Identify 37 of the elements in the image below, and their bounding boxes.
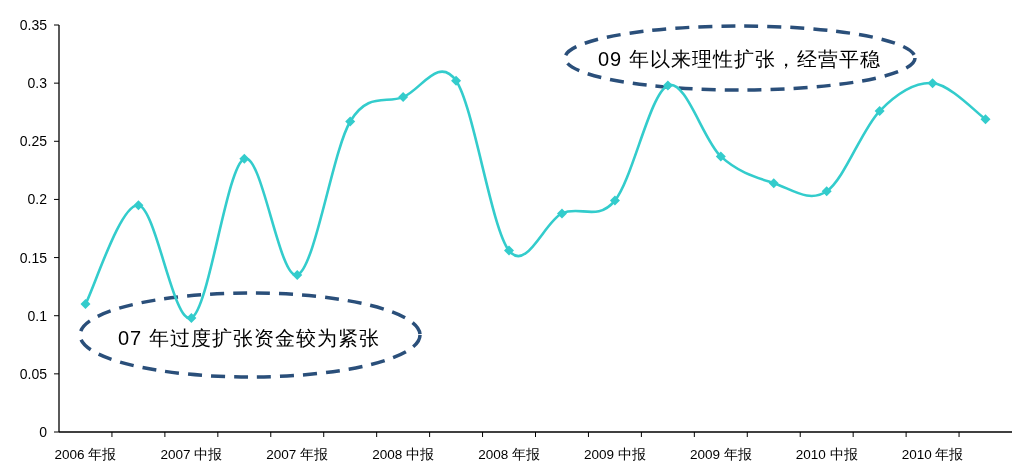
point [239,153,250,164]
point [874,106,885,117]
point [504,245,515,256]
point [186,313,197,324]
x-tick-label: 2008 年报 [478,447,540,462]
point [292,270,303,281]
y-tick-label: 0.3 [27,75,48,92]
point [609,195,620,206]
point [662,80,673,91]
point [556,208,567,219]
y-tick-label: 0.15 [19,249,48,266]
x-tick-label: 2007 年报 [266,447,329,462]
point [133,200,144,211]
x-tick-label: 2009 中报 [584,447,646,462]
x-tick-label: 2006 年报 [54,447,117,462]
y-tick-label: 0.25 [19,133,48,150]
point [451,75,462,86]
point [715,151,726,162]
y-tick-label: 0.1 [27,307,48,324]
y-tick-label: 0.2 [27,191,48,208]
point [398,92,409,103]
x-tick-label: 2010 年报 [901,447,964,462]
y-tick-label: 0.35 [19,17,48,33]
point [927,78,938,89]
annotation: 07 年过度扩张资金较为紧张 [118,327,380,349]
x-tick-label: 2008 中报 [372,447,435,462]
point [345,116,356,127]
point [821,186,832,197]
x-tick-label: 2009 年报 [689,447,752,462]
y-tick-label: 0 [39,424,48,440]
point [980,114,991,125]
y-tick-label: 0.05 [19,365,48,382]
annotation: 09 年以来理性扩张，经营平稳 [598,48,881,70]
point [80,299,91,310]
x-tick-label: 2010 中报 [795,447,858,462]
x-tick-label: 2007 中报 [160,447,223,462]
point [768,178,779,189]
